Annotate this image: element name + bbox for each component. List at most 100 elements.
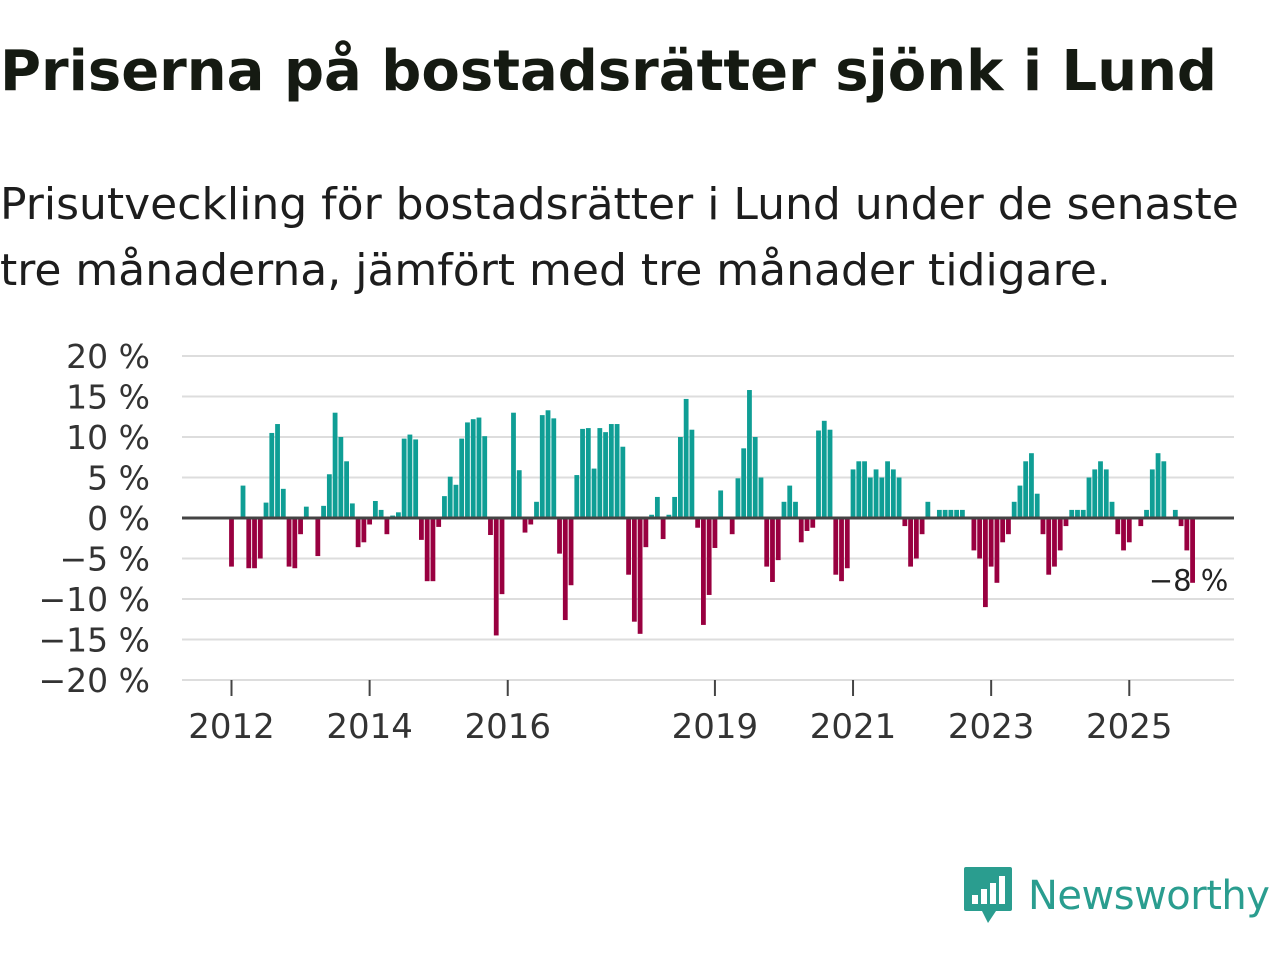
bar — [557, 518, 562, 554]
bar — [850, 469, 856, 518]
bar — [332, 412, 338, 518]
bar — [292, 518, 298, 569]
bar — [257, 518, 263, 559]
bar — [764, 518, 770, 567]
bar — [919, 518, 925, 535]
y-tick-label: 20 % — [66, 337, 150, 376]
bar — [442, 496, 447, 518]
bar — [568, 518, 574, 586]
bar — [712, 518, 718, 548]
y-tick-label: 10 % — [66, 418, 150, 457]
annotations: −8 % — [1149, 563, 1229, 597]
bar — [787, 485, 793, 518]
bar — [775, 518, 781, 561]
bar — [499, 518, 505, 595]
y-tick-label: 15 % — [66, 378, 150, 417]
bar — [1023, 461, 1029, 518]
bar — [280, 488, 286, 518]
bar — [770, 518, 775, 582]
bar — [608, 424, 614, 518]
bar — [729, 518, 735, 535]
bar — [821, 420, 827, 518]
bar — [695, 518, 701, 528]
bar — [1017, 485, 1023, 518]
y-tick-label: 5 % — [87, 459, 150, 498]
bar — [1115, 518, 1121, 535]
bar — [488, 518, 493, 536]
bar — [666, 514, 672, 518]
bar — [413, 439, 419, 518]
bars — [229, 390, 1195, 636]
bar — [453, 484, 459, 518]
bar — [810, 518, 816, 528]
bar — [534, 501, 539, 518]
bar — [793, 501, 798, 518]
bar — [1057, 518, 1063, 551]
y-tick-label: −15 % — [39, 621, 151, 660]
bar — [315, 518, 321, 557]
x-tick-label: 2012 — [188, 707, 275, 747]
bar — [1040, 518, 1046, 535]
bar — [246, 518, 252, 569]
bar — [522, 518, 528, 533]
bar — [384, 518, 390, 535]
bar — [574, 475, 580, 518]
bar — [913, 518, 919, 559]
bar — [654, 496, 660, 518]
bar — [908, 518, 913, 567]
bar — [1052, 518, 1057, 567]
bar — [367, 518, 373, 525]
bar — [677, 437, 683, 518]
bar — [269, 432, 275, 518]
bar — [827, 429, 833, 518]
bar — [344, 461, 349, 518]
x-axis: 2012 2014 2016 2019 2021 2023 2025 — [182, 516, 1234, 747]
bar — [1126, 518, 1132, 543]
bar — [303, 506, 309, 518]
bar — [643, 518, 649, 548]
bar — [862, 461, 867, 518]
bar — [718, 490, 724, 518]
bar — [902, 518, 908, 527]
bar — [798, 518, 804, 543]
bar — [672, 496, 678, 518]
bar — [1121, 518, 1126, 551]
y-tick-label: 0 % — [87, 499, 150, 538]
bar — [528, 518, 534, 525]
bar — [372, 500, 378, 518]
bar — [470, 419, 476, 518]
bar — [551, 418, 557, 518]
bar — [493, 518, 499, 636]
bar — [890, 469, 896, 518]
bar — [804, 518, 810, 531]
bar — [1029, 453, 1034, 518]
bar — [839, 518, 844, 582]
bar — [430, 518, 436, 582]
bar — [407, 434, 413, 518]
bar — [925, 501, 931, 518]
bar — [585, 428, 591, 518]
bar — [240, 485, 246, 518]
bar — [1184, 518, 1190, 551]
bar — [896, 477, 902, 518]
bar — [781, 501, 787, 518]
bar — [885, 461, 890, 518]
bar — [994, 518, 1000, 583]
bar — [747, 390, 752, 518]
bar — [660, 518, 666, 540]
bar — [286, 518, 292, 567]
bar — [1086, 477, 1092, 518]
x-tick-label: 2014 — [326, 707, 413, 747]
bar — [361, 518, 367, 543]
bar — [580, 428, 585, 518]
bar — [816, 430, 821, 518]
bar — [1069, 509, 1075, 518]
bar — [844, 518, 850, 569]
bar — [1155, 453, 1161, 518]
bar — [1080, 509, 1086, 518]
bar — [1006, 518, 1011, 535]
bar — [1138, 518, 1144, 527]
bar — [378, 509, 384, 518]
chart-title: Priserna på bostadsrätter sjönk i Lund — [0, 39, 1218, 104]
bar — [1109, 501, 1115, 518]
